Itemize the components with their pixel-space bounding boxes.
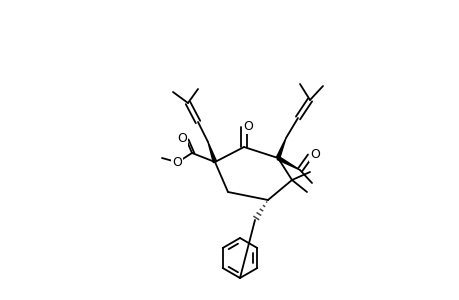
Text: O: O (177, 131, 186, 145)
Polygon shape (276, 138, 285, 159)
Text: O: O (309, 148, 319, 160)
Text: O: O (172, 157, 182, 169)
Polygon shape (277, 157, 299, 170)
Text: O: O (242, 119, 252, 133)
Polygon shape (207, 142, 216, 163)
